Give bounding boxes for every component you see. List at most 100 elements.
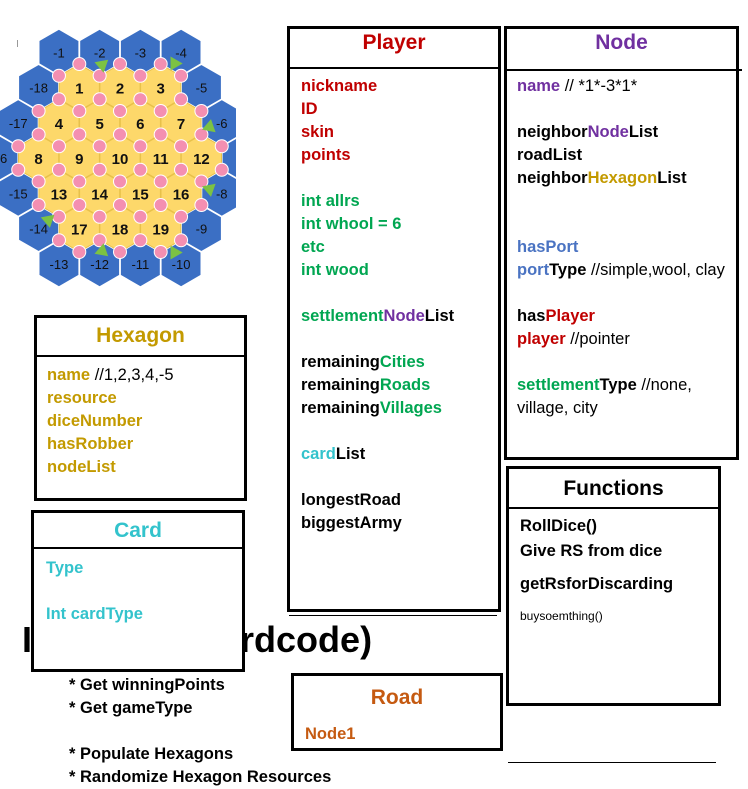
board-node xyxy=(51,139,66,154)
card-field-line: Int cardType xyxy=(46,606,143,629)
land-hex-label: 8 xyxy=(34,151,42,168)
node-field-text: //simple,wool, clay xyxy=(586,261,725,279)
function-item: RollDice() xyxy=(520,517,598,535)
player-field-text: points xyxy=(301,146,351,164)
board-sea-labels: -1-2-3-4-5-6-7-8-9-10-11-12-13-14-15-16-… xyxy=(0,45,228,272)
port-marker xyxy=(94,243,109,257)
hexagon-field-text: resource xyxy=(47,389,117,407)
player-underline xyxy=(289,615,497,616)
board-node xyxy=(153,127,168,142)
init-step: * Populate Hexagons xyxy=(69,745,234,763)
player-field-text: longestRoad xyxy=(301,491,401,509)
player-field-line: remainingRoads xyxy=(301,374,454,397)
board-node xyxy=(153,198,168,212)
board-node xyxy=(51,92,66,107)
node-field-text: roadList xyxy=(517,146,583,164)
board-node xyxy=(92,162,107,177)
board-node xyxy=(194,104,209,118)
init-step: * Get winningPoints xyxy=(69,676,225,694)
board-node xyxy=(174,233,189,248)
board-node xyxy=(11,162,26,177)
player-field-line: int whool = 6 xyxy=(301,213,454,236)
board-node xyxy=(133,68,148,83)
node-class-box: Node name // *1*-3*1* neighborNodeList roa… xyxy=(504,26,742,460)
land-hex-label: 12 xyxy=(193,151,210,168)
node-fields: name // *1*-3*1* neighborNodeList roadList… xyxy=(517,75,732,420)
player-field-text: settlement xyxy=(301,307,384,325)
node-field-text: //none, village, city xyxy=(517,376,692,417)
sea-hex-label: -17 xyxy=(9,116,28,131)
sea-hex-label: -2 xyxy=(94,45,106,60)
player-field-line: skin xyxy=(301,121,454,144)
node-field-text: // *1*-3*1* xyxy=(560,77,638,95)
node-box-title: Node xyxy=(595,31,648,54)
board-node xyxy=(214,139,229,154)
node-field-text: Player xyxy=(545,307,595,325)
board-node xyxy=(113,104,127,118)
board-node xyxy=(194,127,209,142)
board-node xyxy=(174,209,189,224)
hexagon-field-line: diceNumber xyxy=(47,410,174,433)
road-field-line: Node1 xyxy=(305,723,355,746)
board-node xyxy=(72,127,87,142)
board-node xyxy=(174,92,189,107)
hexagon-field-line: name //1,2,3,4,-5 xyxy=(47,364,174,387)
player-field-line: int allrs xyxy=(301,190,454,213)
board-node xyxy=(72,245,87,259)
road-fields: Node1 xyxy=(305,723,355,746)
sea-hex-label: -3 xyxy=(135,45,147,60)
player-fields: nickname ID skin points int allrs int whool =… xyxy=(301,75,454,535)
player-field-text: Villages xyxy=(379,399,442,417)
board-node xyxy=(194,174,209,189)
sea-hex-label: -14 xyxy=(29,222,48,237)
board-node xyxy=(51,162,66,177)
function-item: buysoemthing() xyxy=(520,609,603,623)
node-field-text: port xyxy=(517,261,550,279)
player-field-text: Roads xyxy=(379,376,431,394)
card-class-box: Card Type Int cardType xyxy=(31,510,245,672)
board-ports xyxy=(40,56,216,260)
sea-hex-label: -8 xyxy=(216,186,228,201)
player-field-text: etc xyxy=(301,238,325,256)
board-node xyxy=(174,68,189,83)
port-marker xyxy=(202,183,216,197)
board-node xyxy=(153,245,168,259)
sea-hex-label: -1 xyxy=(53,45,65,60)
player-field-line: points xyxy=(301,144,454,167)
land-hex-label: 3 xyxy=(157,81,165,98)
node-field-line: player //pointer xyxy=(517,328,732,351)
sea-hex-label: -18 xyxy=(29,81,48,96)
node-field-line: roadList xyxy=(517,144,732,167)
land-hex-label: 15 xyxy=(132,186,149,203)
init-step: * Get gameType xyxy=(69,699,193,717)
board-node xyxy=(113,198,127,212)
node-field-text: neighbor xyxy=(517,123,588,141)
hexagon-field-text: hasRobber xyxy=(47,435,134,453)
node-field-line xyxy=(517,98,732,121)
player-field-text: nickname xyxy=(301,77,378,95)
player-field-text: remaining xyxy=(301,376,380,394)
hexagon-field-line: nodeList xyxy=(47,456,174,479)
board-node xyxy=(133,233,148,248)
board-node xyxy=(51,209,66,224)
land-hex-label: 1 xyxy=(75,81,83,98)
player-field-line: remainingVillages xyxy=(301,397,454,420)
board-node xyxy=(153,57,168,71)
road-field-text: Node1 xyxy=(305,725,356,743)
node-field-line: neighborNodeList xyxy=(517,121,732,144)
board-node xyxy=(92,68,107,83)
node-field-text: name xyxy=(517,77,561,95)
board-node xyxy=(31,104,46,118)
board-node xyxy=(113,127,127,142)
port-marker xyxy=(202,119,216,133)
player-field-line: etc xyxy=(301,236,454,259)
hexagon-field-text: diceNumber xyxy=(47,412,143,430)
board-node xyxy=(92,233,107,248)
hexagon-field-text: nodeList xyxy=(47,458,116,476)
board-node xyxy=(113,245,127,259)
card-box-title: Card xyxy=(114,519,162,542)
board-node xyxy=(133,92,148,107)
hexagon-fields: name //1,2,3,4,-5 resource diceNumber hasRo… xyxy=(47,364,174,479)
sea-hex-label: -16 xyxy=(0,151,7,166)
